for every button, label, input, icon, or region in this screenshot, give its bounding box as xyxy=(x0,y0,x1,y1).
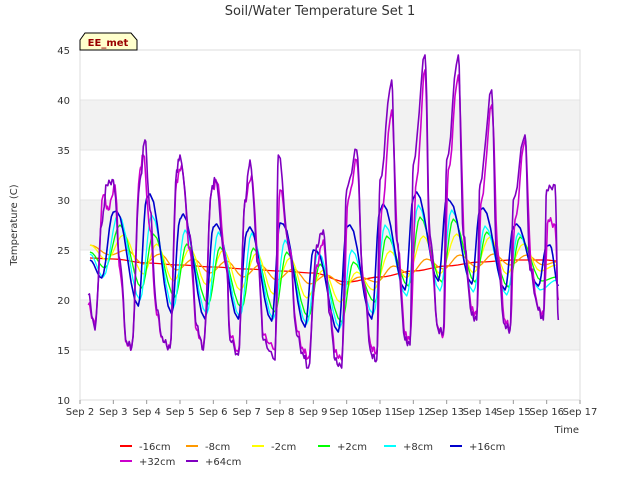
grid-bands xyxy=(80,100,580,350)
x-tick-label: Sep 17 xyxy=(563,407,598,418)
legend-label: -16cm xyxy=(139,442,171,453)
x-tick-label: Sep 7 xyxy=(232,407,260,418)
x-tick-label: Sep 9 xyxy=(299,407,327,418)
x-tick-label: Sep 6 xyxy=(199,407,227,418)
x-tick-label: Sep 4 xyxy=(132,407,160,418)
chart-title: Soil/Water Temperature Set 1 xyxy=(225,4,416,19)
site-label: EE_met xyxy=(88,38,129,49)
series-line xyxy=(87,54,560,369)
y-tick-label: 20 xyxy=(57,296,70,307)
plot-series xyxy=(87,54,560,369)
x-tick-label: Sep 16 xyxy=(529,407,564,418)
x-axis-label: Time xyxy=(554,425,579,436)
y-tick-label: 25 xyxy=(57,246,70,257)
site-label-badge xyxy=(79,32,138,51)
x-axis-ticks: Sep 2 Sep 3 Sep 4 Sep 5 Sep 6 Sep 7 Sep 8 Sep 9… xyxy=(66,400,598,418)
x-tick-label: Sep 15 xyxy=(496,407,531,418)
site-label-box: EE_met xyxy=(79,32,138,51)
legend-label: +8cm xyxy=(403,442,433,453)
x-tick-label: Sep 5 xyxy=(166,407,194,418)
legend-label: -8cm xyxy=(205,442,230,453)
y-tick-label: 40 xyxy=(57,96,70,107)
y-axis-ticks: 10 15 20 25 30 35 40 45 xyxy=(57,46,70,407)
x-tick-label: Sep 3 xyxy=(99,407,127,418)
y-tick-label: 15 xyxy=(57,346,70,357)
y-tick-label: 45 xyxy=(57,46,70,57)
x-tick-label: Sep 8 xyxy=(266,407,294,418)
y-tick-label: 35 xyxy=(57,146,70,157)
x-tick-label: Sep 11 xyxy=(363,407,398,418)
x-tick-label: Sep 2 xyxy=(66,407,94,418)
legend-label: +16cm xyxy=(469,442,505,453)
x-tick-label: Sep 12 xyxy=(396,407,431,418)
legend-label: +32cm xyxy=(139,457,175,468)
y-tick-label: 30 xyxy=(57,196,70,207)
plot-frame xyxy=(79,49,581,401)
y-tick-label: 10 xyxy=(57,396,70,407)
x-tick-label: Sep 10 xyxy=(329,407,364,418)
legend-label: -2cm xyxy=(271,442,296,453)
grid-band xyxy=(80,100,580,150)
x-tick-label: Sep 14 xyxy=(463,407,498,418)
y-axis-label: Temperature (C) xyxy=(9,184,20,266)
legend-label: +64cm xyxy=(205,457,241,468)
legend-label: +2cm xyxy=(337,442,367,453)
legend: -16cm -8cm -2cm +2cm +8cm +16cm +32cm +64cm xyxy=(120,442,505,468)
x-tick-label: Sep 13 xyxy=(429,407,464,418)
